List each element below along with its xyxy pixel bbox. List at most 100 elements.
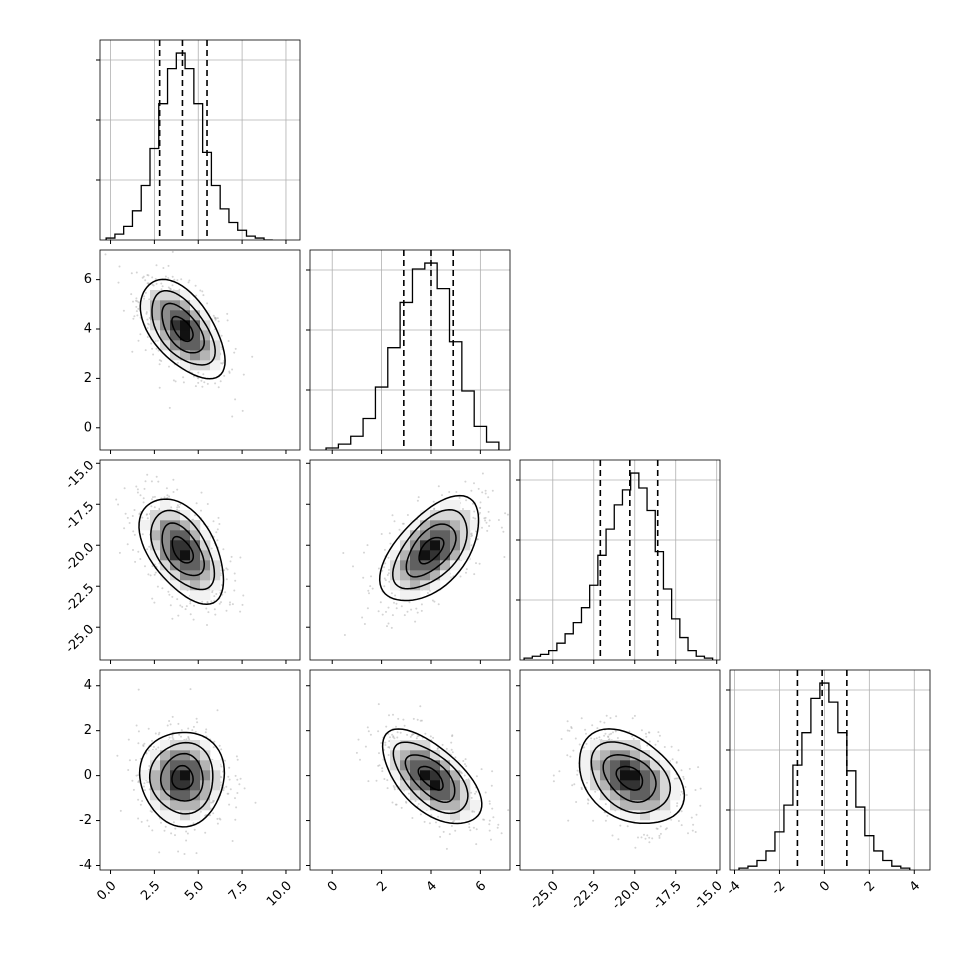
density-cell bbox=[160, 290, 171, 301]
scatter-point bbox=[467, 778, 470, 781]
density-cell bbox=[190, 310, 201, 321]
density-cell bbox=[620, 770, 631, 781]
density-cell bbox=[650, 770, 661, 781]
scatter-point bbox=[146, 548, 149, 551]
scatter-point bbox=[391, 614, 394, 617]
y-tick-label-2-1: -22.5 bbox=[63, 581, 97, 615]
scatter-point bbox=[174, 827, 177, 830]
scatter-point bbox=[394, 594, 397, 597]
scatter-point bbox=[408, 601, 411, 604]
scatter-point bbox=[472, 826, 475, 829]
scatter-point bbox=[454, 756, 457, 759]
scatter-point bbox=[213, 608, 216, 611]
scatter-point bbox=[197, 381, 200, 384]
x-tick-label-2-1: -22.5 bbox=[568, 878, 602, 912]
density-cell bbox=[180, 330, 191, 341]
scatter-point bbox=[677, 820, 680, 822]
scatter-point bbox=[406, 514, 409, 516]
density-cell bbox=[430, 560, 441, 571]
scatter-point bbox=[143, 785, 145, 788]
scatter-point bbox=[419, 705, 422, 708]
scatter-point bbox=[226, 312, 229, 315]
scatter-point bbox=[167, 264, 170, 267]
scatter-point bbox=[388, 746, 391, 749]
scatter-point bbox=[451, 734, 454, 737]
density-cell bbox=[650, 750, 661, 761]
scatter-point bbox=[387, 556, 390, 559]
scatter-point bbox=[149, 574, 152, 577]
density-cell bbox=[180, 300, 191, 311]
scatter-point bbox=[450, 825, 453, 827]
x-tick-label-0-1: 2.5 bbox=[138, 878, 163, 903]
scatter-point bbox=[378, 752, 380, 755]
density-cell bbox=[650, 810, 661, 821]
scatter-point bbox=[651, 837, 654, 840]
density-cell bbox=[390, 560, 401, 571]
density-cell bbox=[180, 570, 191, 581]
scatter-point bbox=[254, 801, 257, 804]
scatter-point bbox=[677, 749, 680, 752]
density-cell bbox=[450, 520, 461, 531]
scatter-point bbox=[646, 834, 649, 837]
scatter-point bbox=[484, 519, 487, 522]
scatter-point bbox=[567, 819, 570, 822]
scatter-point bbox=[491, 807, 494, 810]
scatter-point bbox=[170, 506, 173, 509]
density-cell bbox=[630, 740, 641, 751]
scatter-point bbox=[217, 320, 220, 323]
scatter-point bbox=[193, 828, 196, 831]
scatter-point bbox=[178, 506, 181, 508]
density-cell bbox=[160, 810, 171, 821]
scatter-point bbox=[362, 576, 365, 579]
scatter-point bbox=[176, 506, 179, 509]
density-cell bbox=[150, 750, 161, 761]
scatter-point bbox=[179, 604, 182, 607]
density-cell bbox=[620, 790, 631, 801]
scatter-point bbox=[229, 560, 232, 563]
pair-0-2-contour-3 bbox=[138, 498, 225, 606]
scatter-point bbox=[388, 580, 391, 583]
scatter-point bbox=[484, 516, 487, 519]
x-tick-label-1-0: 0 bbox=[325, 878, 341, 894]
scatter-point bbox=[131, 779, 134, 782]
density-cell bbox=[470, 800, 481, 811]
scatter-point bbox=[142, 501, 145, 504]
pair-panel-1-3 bbox=[309, 669, 511, 871]
density-cell bbox=[190, 540, 201, 551]
scatter-point bbox=[355, 751, 358, 754]
scatter-point bbox=[176, 504, 179, 507]
pair-0-2-contour-0 bbox=[171, 535, 195, 564]
hist-panel-1 bbox=[306, 249, 511, 451]
scatter-point bbox=[220, 601, 222, 604]
density-cell bbox=[450, 500, 461, 511]
scatter-point bbox=[194, 385, 197, 388]
density-cell bbox=[150, 330, 161, 341]
density-cell bbox=[180, 290, 191, 301]
scatter-point bbox=[488, 519, 491, 522]
scatter-point bbox=[216, 539, 219, 542]
density-cell bbox=[450, 810, 461, 821]
scatter-point bbox=[575, 801, 578, 803]
scatter-point bbox=[640, 836, 643, 839]
density-cell bbox=[630, 770, 641, 781]
scatter-point bbox=[155, 748, 158, 751]
scatter-point bbox=[644, 837, 647, 840]
scatter-point bbox=[118, 551, 121, 554]
pair-content-1-3 bbox=[355, 703, 510, 850]
density-cell bbox=[180, 810, 191, 821]
scatter-point bbox=[610, 732, 613, 735]
scatter-point bbox=[473, 510, 476, 513]
pair-content-0-3 bbox=[116, 688, 257, 855]
scatter-point bbox=[168, 406, 171, 409]
hist-0-frame bbox=[99, 39, 301, 241]
scatter-point bbox=[171, 736, 174, 739]
scatter-point bbox=[205, 728, 208, 731]
scatter-point bbox=[426, 592, 429, 594]
scatter-point bbox=[586, 781, 588, 784]
scatter-point bbox=[481, 526, 483, 529]
y-axis-1: 0 2 4 6 bbox=[84, 272, 100, 435]
density-cell bbox=[420, 510, 431, 521]
scatter-point bbox=[153, 573, 156, 576]
scatter-point bbox=[204, 831, 207, 834]
density-cell bbox=[640, 770, 651, 781]
